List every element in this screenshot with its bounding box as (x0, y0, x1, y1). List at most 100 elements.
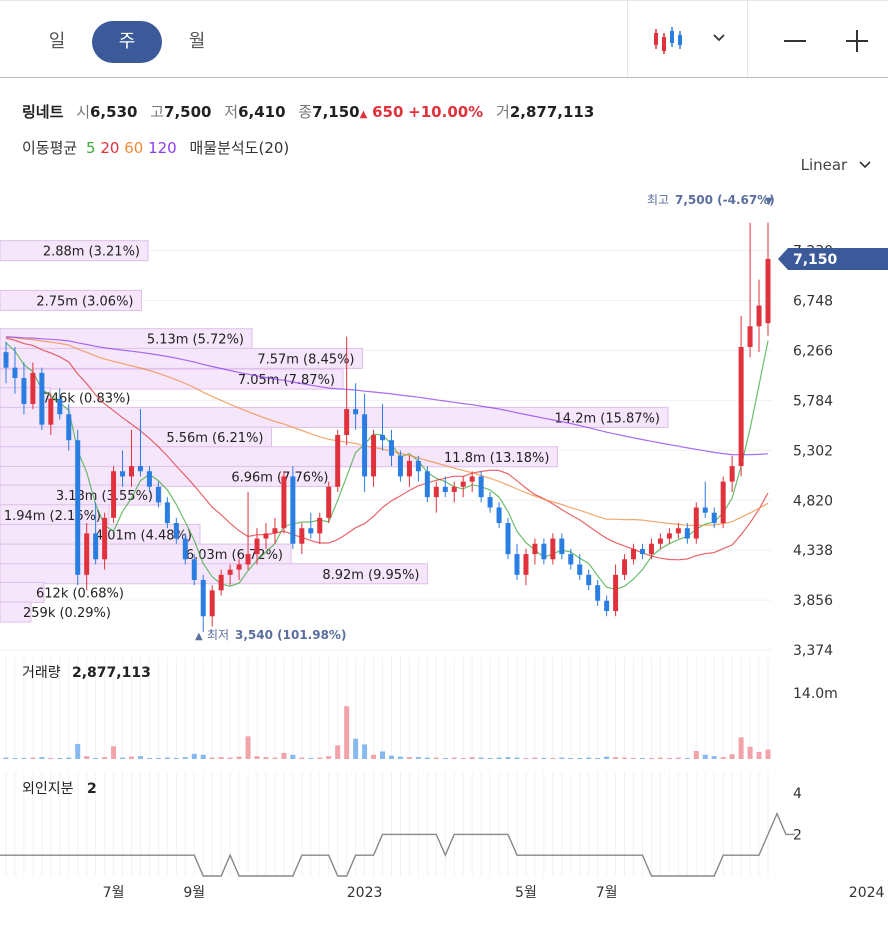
open-label: 시 (76, 103, 90, 121)
volume-bar (496, 757, 502, 759)
x-tick-label: 7월 (103, 885, 125, 901)
candle (281, 476, 287, 529)
volume-bar (3, 757, 9, 759)
volume-bar (586, 757, 592, 759)
candle (326, 486, 332, 518)
candle (129, 466, 135, 477)
candle (263, 533, 269, 539)
candle (622, 559, 628, 575)
volume-bar (478, 757, 484, 759)
candle (362, 414, 368, 477)
high-marker-label: 최고 (647, 193, 669, 207)
candle (290, 476, 296, 544)
candle (559, 538, 565, 555)
volume-bar (756, 751, 762, 759)
candle (523, 554, 529, 575)
volume-bar (514, 757, 520, 759)
moving-average-legend[interactable]: 이동평균 5 20 60 120 매물분석도(20) (22, 137, 289, 158)
volume-profile-bar (0, 523, 201, 545)
candlestick-chart-icon[interactable] (652, 27, 686, 55)
volume-bar (666, 758, 672, 759)
volume-bar (236, 756, 242, 759)
candle (39, 372, 45, 425)
volume-profile-label: 7.05m (7.87%) (238, 373, 335, 388)
volume-bar (173, 758, 179, 759)
candle (335, 435, 341, 487)
candle (200, 579, 206, 617)
volume-panel-label: 거래량 (22, 665, 61, 681)
up-arrow-icon: ▲ (359, 109, 368, 120)
volume-profile-label: 8.92m (9.95%) (322, 568, 419, 583)
candle (388, 440, 394, 456)
candle (84, 533, 90, 575)
volume-profile-bar (0, 601, 32, 623)
volume-bar (657, 757, 663, 759)
volume-profile-bar (0, 426, 272, 448)
ma-5: 5 (85, 139, 96, 157)
volume-bar (30, 757, 36, 759)
tab-weekly[interactable]: 주 (92, 21, 162, 63)
ma-20: 20 (100, 139, 120, 157)
tab-daily[interactable]: 일 (48, 31, 66, 52)
ma-label: 이동평균 (22, 139, 78, 157)
chevron-down-icon (859, 161, 871, 169)
volume-bar (397, 756, 403, 759)
volume-bar (433, 757, 439, 759)
chevron-down-icon[interactable] (712, 33, 726, 43)
x-tick-label: 7월 (596, 885, 618, 901)
volume-bar (532, 757, 538, 759)
candle (604, 600, 610, 612)
moving-average-line (5, 337, 769, 561)
volume-profile-bar (0, 484, 162, 506)
moving-average-line (5, 340, 769, 590)
candle (639, 548, 645, 555)
volume-bar (155, 758, 161, 759)
candle (245, 554, 251, 565)
volume-profile-label: 6.03m (6.72%) (186, 548, 283, 563)
volume-bar (604, 756, 610, 759)
candle (191, 559, 197, 580)
volume-bar (137, 756, 143, 759)
tab-monthly[interactable]: 월 (188, 31, 206, 52)
candle (684, 528, 690, 539)
volume-profile-label: 매물분석도(20) (189, 139, 290, 157)
x-tick-label: 5월 (515, 885, 537, 901)
candle (729, 466, 735, 482)
zoom-out-icon[interactable] (783, 31, 807, 51)
volume-bar (720, 757, 726, 759)
candle (111, 471, 117, 518)
candle (120, 471, 126, 477)
volume-bar (263, 757, 269, 759)
down-arrow-icon: ▼ (765, 196, 773, 207)
volume-bar (245, 736, 251, 759)
volume-bar (290, 754, 296, 759)
candle (227, 569, 233, 575)
stock-name: 링네트 (22, 103, 64, 121)
low-value: 6,410 (238, 103, 286, 121)
moving-average-line (5, 336, 769, 527)
volume-profile-bar (0, 328, 253, 350)
candle (738, 346, 744, 467)
candle (577, 564, 583, 575)
x-tick-label: 2023 (347, 885, 383, 901)
candle (442, 486, 448, 492)
volume-bar (326, 756, 332, 759)
candle (137, 466, 143, 472)
candle (693, 507, 699, 539)
candle (433, 486, 439, 498)
volume-bar (335, 745, 341, 759)
scale-mode-select[interactable]: Linear (801, 156, 872, 174)
candle (254, 538, 260, 555)
foreign-panel-value: 2 (87, 781, 97, 797)
y-tick-label: 6,748 (793, 294, 833, 310)
candle (102, 517, 108, 560)
candle (21, 378, 27, 404)
zoom-in-icon[interactable] (845, 29, 869, 53)
candle (164, 502, 170, 524)
y-tick-label: 7,230 (793, 244, 833, 260)
candle (397, 455, 403, 477)
volume-bar (66, 757, 72, 759)
candle (711, 512, 717, 524)
volume-bar (21, 758, 27, 759)
volume-bar (84, 756, 90, 759)
